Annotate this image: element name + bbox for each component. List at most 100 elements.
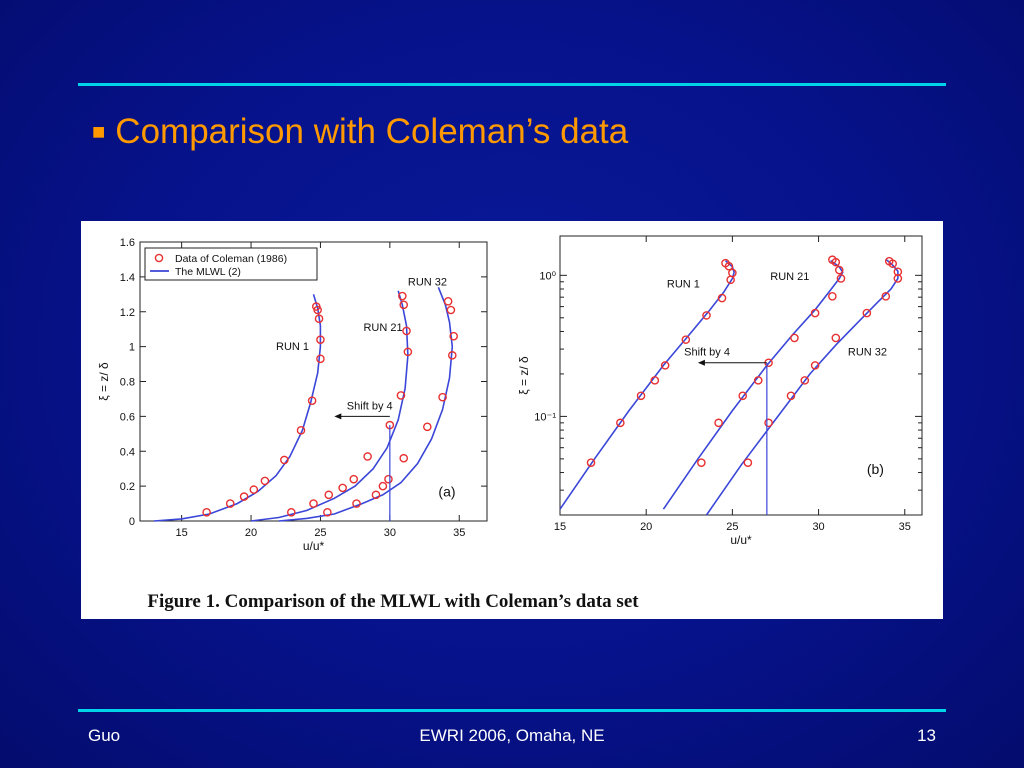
panel-a-y-tick-label: 1.6 <box>120 237 135 249</box>
panel-b-run-21-data-point <box>790 333 799 343</box>
panel-a-run-32-data-point <box>352 499 361 508</box>
panel-a-run-21-data-point <box>286 507 296 517</box>
panel-b-run-1-data-point <box>660 361 670 370</box>
panel-b-run-21-data-point <box>834 265 844 275</box>
panel-b-y-axis-label: ξ = z/ δ <box>517 356 531 395</box>
panel-b-run-32-data-point <box>881 292 891 301</box>
panel-a-run-21-data-point <box>398 291 407 301</box>
figure-panel: Figure 1. Comparison of the MLWL with Co… <box>81 221 943 619</box>
panel-b-y-tick-label: 10⁻¹ <box>534 411 556 423</box>
panel-b-annotation: RUN 1 <box>667 278 700 290</box>
panel-b-run-1-data-point <box>681 335 691 344</box>
panel-b-x-tick-label: 35 <box>899 521 911 533</box>
panel-a-x-tick-label: 35 <box>453 527 465 539</box>
panel-a-run-1-data-point <box>249 485 259 494</box>
panel-b-run-32-data-point <box>862 308 872 318</box>
panel-a-legend-marker-icon <box>154 253 164 263</box>
panel-a-run-21-data-point <box>309 499 318 508</box>
panel-b-run-1-data-point <box>636 391 646 401</box>
panel-a-x-tick-label: 25 <box>314 527 326 539</box>
panel-a-run-21-data-point <box>402 326 411 336</box>
panel-a-run-1-data-point <box>316 335 325 344</box>
panel-b-run-1-data-point <box>702 311 711 320</box>
panel-b-run-21-data-point <box>697 458 706 467</box>
top-divider <box>78 83 946 86</box>
panel-b-run-21-data-point <box>753 376 763 385</box>
panel-b-x-tick-label: 20 <box>640 521 652 533</box>
panel-b-run-21-data-point <box>714 418 723 428</box>
panel-b-run-32-data-point <box>764 418 773 428</box>
panel-a-run-1-model-line <box>153 294 322 522</box>
panel-a-run-32-data-point <box>443 296 453 306</box>
panel-b-run-21-data-point <box>828 292 837 301</box>
panel-a-run-1-data-point <box>225 499 235 508</box>
panel-b-run-21-data-point <box>828 255 837 265</box>
panel-b-x-tick-label: 25 <box>726 521 738 533</box>
panel-a-shift-arrow-head <box>334 413 342 420</box>
panel-a-run-21-data-point <box>384 474 393 484</box>
panel-a-run-21-data-point <box>338 483 347 493</box>
panel-a-legend-box <box>144 247 318 281</box>
panel-b-annotation: Shift by 4 <box>684 347 730 359</box>
bottom-divider <box>78 709 946 712</box>
panel-a-y-tick-label: 0.8 <box>120 377 135 389</box>
panel-a-y-tick-label: 0.2 <box>120 481 135 493</box>
panel-b-run-32-data-point <box>800 376 810 385</box>
panel-a-run-21-data-point <box>324 490 334 500</box>
panel-a-annotation: Shift by 4 <box>347 400 393 412</box>
panel-b-annotation: (b) <box>867 461 884 477</box>
panel-b-x-tick-label: 15 <box>554 521 566 533</box>
panel-b-x-tick-label: 30 <box>812 521 824 533</box>
panel-a-y-tick-label: 1.4 <box>120 272 135 284</box>
panel-a-legend-entry: The MLWL (2) <box>175 266 241 278</box>
figure-svg: Figure 1. Comparison of the MLWL with Co… <box>97 235 923 612</box>
panel-b-run-1-data-point <box>586 458 596 467</box>
footer-event: EWRI 2006, Omaha, NE <box>419 726 605 745</box>
panel-b-run-32-data-point <box>810 361 820 370</box>
panel-a-run-21-data-point <box>396 391 406 400</box>
panel-b-y-tick-label: 10⁰ <box>539 270 556 282</box>
panel-a-run-32-data-point <box>423 422 432 432</box>
panel-b-run-1-data-point <box>721 258 730 268</box>
panel-a-x-tick-label: 30 <box>384 527 396 539</box>
footer-page-number: 13 <box>917 726 936 745</box>
panel-b-run-1-model-line <box>559 260 735 510</box>
panel-b-plot-frame <box>559 235 923 516</box>
panel-a-run-1-data-point <box>260 476 270 486</box>
panel-a-run-32-data-point <box>399 453 409 463</box>
panel-b-annotation: RUN 32 <box>848 347 887 359</box>
panel-a-run-32-data-point <box>371 490 381 500</box>
panel-b-run-1-data-point <box>717 293 727 303</box>
panel-a-run-32-data-point <box>323 507 332 517</box>
panel-b-run-32-data-point <box>893 267 903 277</box>
panel-b-run-32-data-point <box>743 458 753 467</box>
panel-b-x-axis-label: u/u* <box>730 533 752 547</box>
panel-a-run-1-data-point <box>296 426 306 435</box>
panel-a-run-32-data-point <box>449 331 458 341</box>
panel-a-annotation: RUN 21 <box>363 322 402 334</box>
panel-b-run-21-data-point <box>738 391 748 401</box>
panel-a-run-32-data-point <box>447 351 457 360</box>
panel-a-y-tick-label: 0 <box>129 516 135 528</box>
panel-a-run-1-data-point <box>202 507 211 517</box>
panel-b-run-1-data-point <box>650 376 660 385</box>
panel-b-run-21-data-point <box>810 308 820 318</box>
figure-caption: Figure 1. Comparison of the MLWL with Co… <box>147 591 639 612</box>
panel-b-run-32-model-line <box>705 258 899 516</box>
panel-b-annotation: RUN 21 <box>770 271 809 283</box>
panel-a-y-tick-label: 1 <box>129 342 135 354</box>
panel-b-run-32-data-point <box>831 333 841 343</box>
panel-a-y-axis-label: ξ = z/ δ <box>97 362 111 401</box>
panel-a-x-tick-label: 15 <box>176 527 188 539</box>
panel-a-run-21-model-line <box>250 290 409 522</box>
panel-a-legend-entry: Data of Coleman (1986) <box>175 253 287 265</box>
panel-a-annotation: RUN 32 <box>408 277 447 289</box>
panel-a-run-1-data-point <box>307 396 317 405</box>
panel-b-run-21-model-line <box>662 260 844 510</box>
panel-a-run-21-data-point <box>349 474 359 484</box>
panel-a-y-tick-label: 1.2 <box>120 307 135 319</box>
panel-a-x-tick-label: 20 <box>245 527 257 539</box>
panel-a-run-21-data-point <box>399 300 409 310</box>
panel-b-run-21-data-point <box>836 274 846 283</box>
bullet-square-icon: ■ <box>92 119 106 144</box>
